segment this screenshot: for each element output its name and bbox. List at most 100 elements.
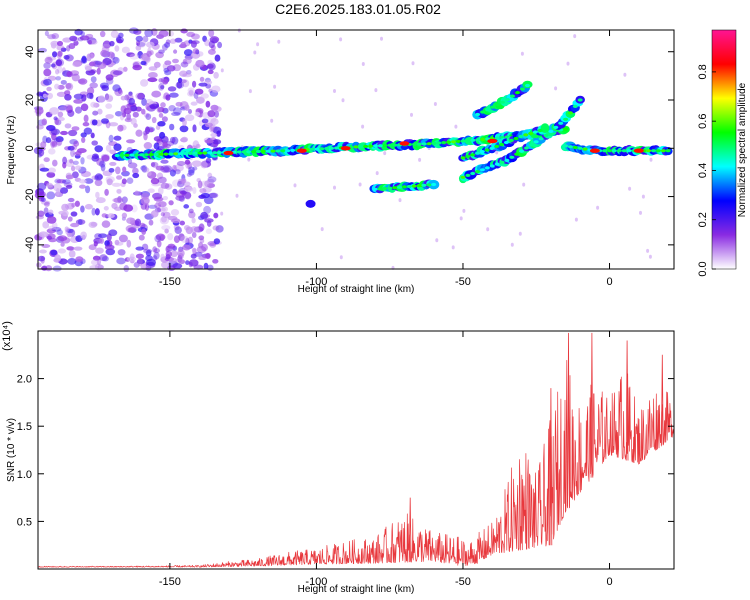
spectrogram-noise-blob <box>95 197 106 204</box>
spectrogram-noise-blob <box>339 37 343 42</box>
spectrogram-noise-blob <box>121 46 131 54</box>
spectrogram-ridge-core <box>489 164 495 168</box>
spectrogram-noise-blob <box>143 56 151 62</box>
spectrogram-noise-blob <box>208 29 215 38</box>
spectrogram-noise-blob <box>208 192 218 198</box>
spectrogram-ridge-core <box>567 145 573 149</box>
spectrogram-noise-blob <box>195 59 205 68</box>
spectrogram-noise-blob <box>94 60 103 66</box>
spectrogram-noise-blob <box>198 242 204 249</box>
spectrogram-noise-blob <box>99 160 106 168</box>
spectrogram-frame <box>37 29 675 270</box>
spectrogram-x-tick-label: -100 <box>305 276 327 288</box>
spectrogram-ridge-core <box>119 153 125 157</box>
spectrogram-noise-blob <box>175 81 185 89</box>
spectrogram-ridge-core <box>537 128 543 133</box>
spectrogram-noise-blob <box>108 122 119 127</box>
spectrogram-noise-blob <box>154 234 162 243</box>
spectrogram-noise-blob <box>144 126 151 135</box>
spectrogram-noise-blob <box>131 204 138 213</box>
spectrogram-y-tick-label: -20 <box>24 189 36 205</box>
spectrogram-noise-blob <box>46 124 56 132</box>
spectrogram-noise-blob <box>109 161 117 166</box>
spectrogram-noise-blob <box>78 179 87 184</box>
snr-y-tick-label: 0.5 <box>17 516 32 528</box>
spectrogram-noise-blob <box>122 66 128 72</box>
spectrogram-noise-blob <box>151 161 159 168</box>
spectrogram-noise-blob <box>110 30 119 39</box>
spectrogram-noise-blob <box>165 94 171 101</box>
spectrogram-noise-blob <box>71 144 78 151</box>
spectrogram-noise-blob <box>145 113 152 120</box>
spectrogram-noise-blob <box>108 167 115 173</box>
spectrogram-noise-blob <box>42 93 48 98</box>
colorbar-tick-label: 0.6 <box>697 114 709 129</box>
spectrogram-noise-blob <box>92 255 101 261</box>
spectrogram-noise-blob <box>40 197 46 203</box>
spectrogram-noise-blob <box>164 228 169 234</box>
spectrogram-noise-blob <box>333 89 336 93</box>
spectrogram-noise-blob <box>88 221 98 228</box>
spectrogram-ridge-core <box>431 141 437 145</box>
spectrogram-noise-blob <box>210 104 219 111</box>
spectrogram-ridge-core <box>475 170 481 174</box>
spectrogram-noise-blob <box>155 165 165 171</box>
spectrogram-noise-blob <box>97 62 107 69</box>
spectrogram-noise-blob <box>646 248 650 253</box>
spectrogram-noise-blob <box>113 197 124 204</box>
spectrogram-noise-blob <box>101 43 111 49</box>
spectrogram-ridge-core <box>373 144 378 148</box>
spectrogram-noise-blob <box>153 196 164 202</box>
spectrogram-ridge-core <box>513 136 519 141</box>
spectrogram-ridge-core <box>251 150 257 154</box>
spectrogram-noise-blob <box>90 39 98 45</box>
spectrogram-noise-blob <box>143 132 148 141</box>
spectrogram-noise-blob <box>207 69 214 75</box>
spectrogram-noise-blob <box>186 69 192 75</box>
spectrogram-noise-blob <box>47 34 56 40</box>
spectrogram-ridge-core <box>538 137 544 141</box>
spectrogram-ridge-core <box>490 105 496 109</box>
spectrogram-noise-blob <box>141 166 150 173</box>
spectrogram-noise-blob <box>57 248 67 254</box>
spectrogram-noise-blob <box>56 179 67 184</box>
spectrogram-ridge-core <box>465 139 471 143</box>
spectrogram-noise-blob <box>74 154 81 159</box>
spectrogram-noise-blob <box>86 92 94 99</box>
spectrogram-noise-blob <box>59 187 69 194</box>
spectrogram-noise-blob <box>57 235 68 242</box>
spectrogram-noise-blob <box>46 86 52 92</box>
spectrogram-ridge-core <box>217 151 222 155</box>
spectrogram-noise-blob <box>88 53 94 60</box>
spectrogram-ridge-core <box>494 162 500 166</box>
spectrogram-noise-blob <box>190 40 197 48</box>
spectrogram-noise-blob <box>50 249 58 256</box>
spectrogram-noise-blob <box>67 109 75 117</box>
spectrogram-ridge-core <box>212 151 218 155</box>
spectrogram-noise-blob <box>44 56 53 64</box>
spectrogram-noise-blob <box>178 79 187 84</box>
spectrogram-noise-blob <box>132 172 140 179</box>
spectrogram-ridge-core <box>377 144 383 148</box>
spectrogram-noise-blob <box>195 143 201 149</box>
spectrogram-noise-blob <box>84 178 94 184</box>
spectrogram-noise-blob <box>175 101 183 107</box>
spectrogram-y-tick-label: 20 <box>24 94 36 106</box>
spectrogram-noise-blob <box>121 212 128 219</box>
snr-y-axis-label: SNR (10 * v/v) <box>6 418 17 482</box>
spectrogram-noise-blob <box>60 130 68 136</box>
spectrogram-noise-blob <box>141 108 146 115</box>
spectrogram-noise-blob <box>486 227 490 232</box>
spectrogram-ridge-core <box>460 175 466 179</box>
spectrogram-ridge-core <box>528 131 534 136</box>
spectrogram-noise-blob <box>135 253 144 259</box>
spectrogram-noise-blob <box>46 191 56 200</box>
spectrogram-noise-blob <box>57 65 63 74</box>
spectrogram-noise-blob <box>188 211 196 219</box>
spectrogram-noise-blob <box>55 58 65 67</box>
spectrogram-ridge-core <box>515 91 520 95</box>
spectrogram-noise-blob <box>235 193 239 198</box>
spectrogram-noise-blob <box>205 228 213 235</box>
spectrogram-ridge-core <box>363 144 369 148</box>
spectrogram-noise-blob <box>135 45 142 51</box>
